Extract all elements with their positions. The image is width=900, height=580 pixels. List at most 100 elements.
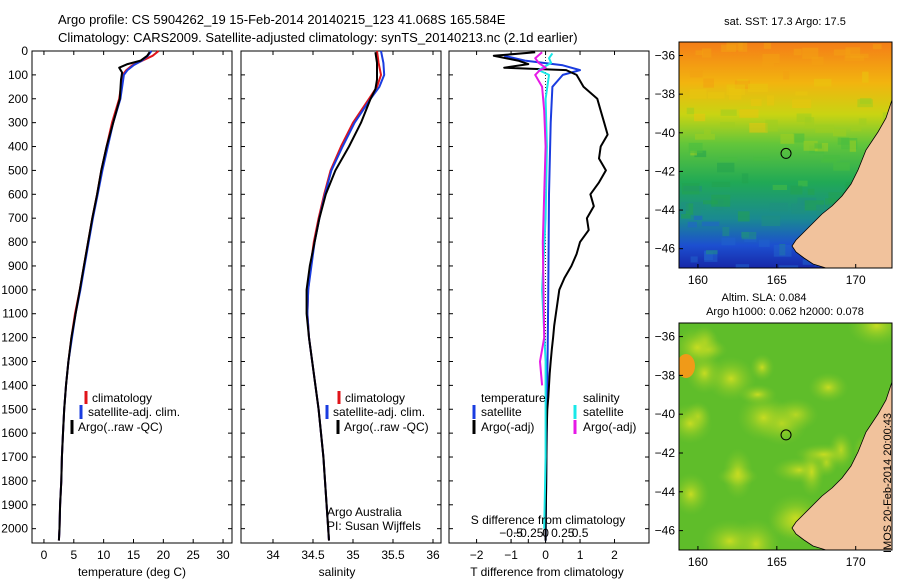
sst-pixel [722, 227, 730, 237]
sst-pixel [767, 95, 775, 106]
y-tick-label: 1400 [1, 378, 28, 392]
legend-t-satellite-label: satellite [481, 405, 522, 419]
sst-pixel [790, 185, 803, 195]
map-y-tick-label: −36 [655, 49, 676, 63]
map-y-tick-label: −38 [655, 87, 676, 101]
map-y-tick-label: −46 [655, 242, 676, 256]
sst-pixel [823, 154, 840, 162]
map-x-tick-label: 160 [688, 555, 708, 569]
sst-pixel [793, 133, 805, 143]
y-tick-label: 900 [8, 259, 28, 273]
sst-pixel [811, 56, 824, 66]
sst-pixel [773, 244, 792, 257]
y-tick-label: 1500 [1, 402, 28, 416]
sst-pixel [701, 221, 720, 227]
sst-pixel [791, 203, 806, 214]
s-tick-label: −0.25 [513, 526, 544, 540]
s-tick-label: −0.5 [499, 526, 523, 540]
sst-pixel [735, 264, 749, 268]
temperature-plot-frame [31, 50, 233, 544]
sst-pixel [694, 150, 707, 158]
legend-s-satellite-label: satellite [583, 405, 624, 419]
sla-blob [794, 443, 853, 466]
y-tick-label: 1300 [1, 354, 28, 368]
sst-pixel [688, 142, 703, 154]
sst-pixel [690, 202, 706, 210]
y-tick-label: 200 [8, 92, 28, 106]
sst-pixel [816, 204, 832, 216]
sst-pixel [720, 109, 737, 116]
sst-map-title: sat. SST: 17.3 Argo: 17.5 [724, 16, 846, 28]
temperature-panel: 0100200300400500600700800900100011001200… [1, 44, 233, 579]
sst-pixel [845, 47, 861, 59]
credit-line1: Argo Australia [327, 505, 402, 519]
sst-pixel [841, 138, 858, 150]
sst-pixel [796, 113, 812, 123]
sst-pixel [772, 184, 787, 190]
y-tick-label: 600 [8, 187, 28, 201]
sst-pixel [765, 119, 778, 132]
sst-pixel [857, 99, 873, 108]
y-tick-label: 1900 [1, 498, 28, 512]
series-line [534, 51, 547, 386]
y-tick-label: 1100 [2, 307, 28, 321]
map-y-tick-label: −40 [655, 407, 676, 421]
x-tick-label: 20 [157, 548, 171, 562]
sla-blob [750, 353, 775, 381]
legend-argo-label: Argo(..raw -QC) [78, 420, 163, 434]
temperature-x-label: temperature (deg C) [78, 565, 186, 579]
sst-pixel [695, 133, 715, 140]
difference-legend: temperature satellite Argo(-adj) salinit… [472, 391, 636, 434]
x-tick-label: 25 [187, 548, 201, 562]
sst-pixel [798, 180, 808, 187]
figure-title-line2: Climatology: CARS2009. Satellite-adjuste… [58, 30, 578, 45]
difference-series [492, 51, 609, 541]
series-line [57, 51, 151, 541]
map-y-tick-label: −38 [655, 368, 676, 382]
salinity-panel: 34 34.5 35 35.5 36 salinity climatology sate… [240, 50, 442, 579]
map-x-tick-label: 165 [767, 273, 787, 287]
sst-pixel [825, 198, 836, 210]
argo-float-marker [780, 429, 792, 441]
map-y-tick-label: −42 [655, 446, 676, 460]
salinity-x-label: salinity [319, 565, 356, 579]
x-tick-label: 0 [41, 548, 48, 562]
sla-map-panel: Altim. SLA: 0.084 Argo h1000: 0.062 h200… [655, 292, 893, 569]
sla-blob [737, 394, 790, 441]
sst-pixel [721, 44, 737, 52]
sst-pixel [762, 53, 780, 64]
sst-pixel [748, 83, 768, 92]
sst-pixel [769, 202, 788, 212]
y-tick-label: 700 [8, 211, 28, 225]
figure-title-line1: Argo profile: CS 5904262_19 15-Feb-2014 … [58, 12, 506, 27]
sst-pixel [844, 55, 865, 61]
y-tick-label: 2000 [1, 522, 28, 536]
sla-blob [701, 519, 759, 550]
sst-pixel [749, 122, 768, 133]
map-y-tick-label: −42 [655, 164, 676, 178]
map-x-tick-label: 170 [846, 555, 866, 569]
salinity-legend: climatology satellite-adj. clim. Argo(..… [325, 391, 429, 434]
sst-pixel [686, 107, 695, 115]
legend-argo-label: Argo(..raw -QC) [344, 420, 429, 434]
sst-pixel [780, 134, 795, 144]
x-tick-label: 0 [542, 548, 549, 562]
salinity-series [305, 50, 386, 541]
sst-pixel [753, 156, 770, 161]
sst-pixel [802, 47, 819, 59]
y-tick-label: 0 [21, 44, 28, 58]
sst-pixel [711, 194, 731, 207]
sla-map-axes: 160 165 170 −36 −38 −40 −42 −44 −46 [655, 330, 866, 569]
series-line [305, 52, 378, 541]
sst-pixel [690, 256, 698, 263]
sla-map-frame [678, 322, 893, 551]
sst-pixel [701, 48, 712, 58]
sst-pixel [814, 78, 832, 87]
sst-pixel [763, 42, 772, 49]
x-tick-label: 15 [127, 548, 141, 562]
y-tick-label: 1200 [1, 331, 28, 345]
x-tick-label: 36 [426, 548, 440, 562]
sst-pixel [704, 251, 713, 260]
x-tick-label: 5 [70, 548, 77, 562]
sst-map-panel: sat. SST: 17.3 Argo: 17.5 160 165 170 −36 −3… [655, 16, 893, 287]
